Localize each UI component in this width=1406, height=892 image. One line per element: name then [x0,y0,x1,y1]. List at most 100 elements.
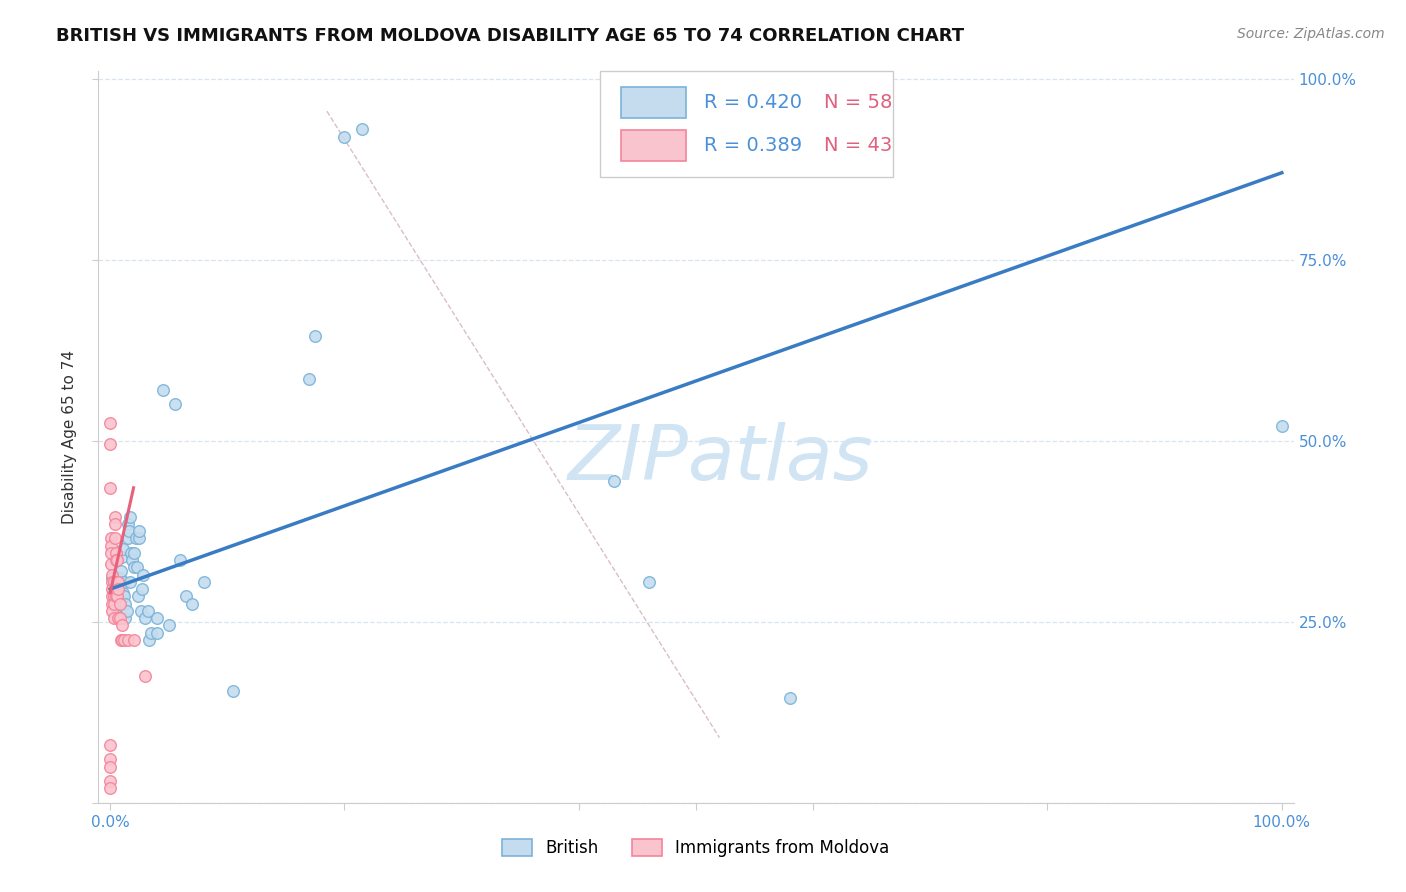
Point [101,597,124,611]
Point [127,560,149,574]
Text: R = 0.420: R = 0.420 [704,94,803,112]
Point [304,328,326,343]
Point [638,574,661,589]
Point [141,625,163,640]
Point [146,611,169,625]
Point [105,578,128,592]
Point [98,481,121,495]
Point [117,632,139,647]
Point [122,560,145,574]
Point [129,604,152,618]
FancyBboxPatch shape [620,130,686,161]
Point [108,597,131,611]
Point [122,632,145,647]
Point [111,590,134,604]
Text: R = 0.389: R = 0.389 [704,136,803,154]
Point [98,416,121,430]
Point [101,574,124,589]
Point [132,567,155,582]
Point [603,474,626,488]
Point [105,590,128,604]
Point [101,582,124,596]
Point [181,597,204,611]
Point [1271,419,1294,434]
Text: BRITISH VS IMMIGRANTS FROM MOLDOVA DISABILITY AGE 65 TO 74 CORRELATION CHART: BRITISH VS IMMIGRANTS FROM MOLDOVA DISAB… [56,27,965,45]
Point [98,738,121,752]
Point [107,611,129,625]
Point [112,574,135,589]
Point [108,611,131,625]
Y-axis label: Disability Age 65 to 74: Disability Age 65 to 74 [62,350,77,524]
Point [193,574,215,589]
Point [169,553,191,567]
Point [98,752,121,766]
Point [112,632,135,647]
Point [108,586,131,600]
Point [121,553,143,567]
Point [128,532,150,546]
Point [104,532,127,546]
FancyBboxPatch shape [600,71,893,178]
Point [110,632,132,647]
Point [174,590,197,604]
Point [128,524,150,539]
Point [222,683,245,698]
Point [333,129,356,144]
Text: N = 58: N = 58 [824,94,893,112]
Point [127,590,149,604]
Point [298,372,321,386]
Point [98,759,121,773]
Point [101,567,124,582]
Point [105,590,128,604]
Point [105,553,128,567]
Point [98,774,121,789]
Point [108,571,131,585]
Point [101,604,124,618]
Point [105,553,128,567]
Point [103,597,125,611]
Point [104,516,127,531]
Point [120,509,141,524]
Point [105,546,128,560]
Point [117,532,139,546]
FancyBboxPatch shape [620,87,686,118]
Point [100,539,122,553]
Point [105,590,128,604]
Point [134,611,156,625]
Point [779,690,801,705]
Point [103,590,125,604]
Point [101,590,124,604]
Point [110,564,132,578]
Point [111,549,134,564]
Point [138,632,160,647]
Point [114,597,136,611]
Point [100,532,122,546]
Point [107,582,129,596]
Point [104,509,127,524]
Point [103,611,125,625]
Point [120,574,141,589]
Point [112,586,135,600]
Point [134,669,156,683]
Point [101,571,124,585]
Point [100,546,122,560]
Point [98,437,121,451]
Point [107,578,129,592]
Text: ZIPatlas: ZIPatlas [567,422,873,496]
Point [103,590,125,604]
Point [111,618,134,632]
Point [157,618,180,632]
Point [114,611,136,625]
Point [112,542,135,557]
Point [103,574,125,589]
Point [117,516,139,531]
Point [105,600,128,615]
Text: Source: ZipAtlas.com: Source: ZipAtlas.com [1237,27,1385,41]
Point [112,590,135,604]
Point [152,383,174,397]
Legend: British, Immigrants from Moldova: British, Immigrants from Moldova [495,832,897,864]
Point [122,546,145,560]
Point [111,632,134,647]
Point [163,397,186,411]
Point [98,781,121,796]
